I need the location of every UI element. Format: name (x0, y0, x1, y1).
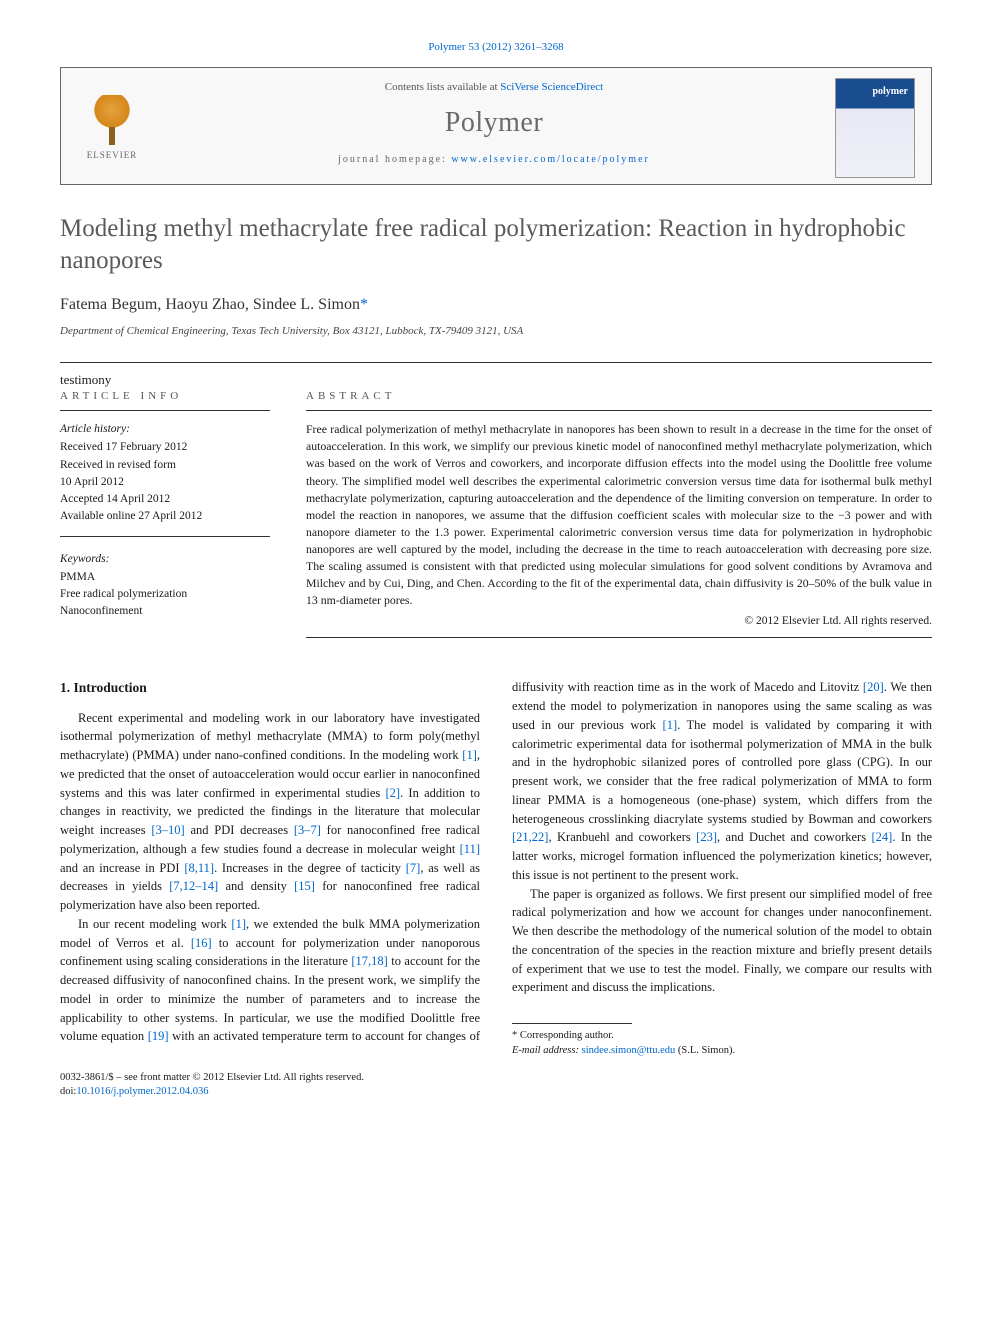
keyword-3: Nanoconfinement (60, 603, 270, 620)
p1a: Recent experimental and modeling work in… (60, 711, 480, 763)
ref-8-11[interactable]: [8,11] (184, 861, 214, 875)
journal-cover-thumb (835, 78, 915, 178)
ref-17-18[interactable]: [17,18] (351, 954, 387, 968)
ref-20[interactable]: [20] (863, 680, 884, 694)
sciencedirect-link[interactable]: SciVerse ScienceDirect (500, 81, 603, 93)
contents-line: Contents lists available at SciVerse Sci… (165, 80, 823, 95)
author-email-link[interactable]: sindee.simon@ttu.edu (582, 1045, 676, 1056)
article-info-column: ARTICLE INFO Article history: Received 1… (60, 389, 270, 649)
abstract-column: ABSTRACT Free radical polymerization of … (306, 389, 932, 649)
p2i: , Kranbuehl and coworkers (548, 830, 696, 844)
keyword-1: PMMA (60, 569, 270, 586)
intro-para-3: The paper is organized as follows. We fi… (512, 885, 932, 998)
contents-prefix: Contents lists available at (385, 81, 500, 93)
journal-name: Polymer (165, 103, 823, 142)
ref-23[interactable]: [23] (696, 830, 717, 844)
homepage-line: journal homepage: www.elsevier.com/locat… (165, 153, 823, 177)
keywords-label: Keywords: (60, 551, 270, 567)
ref-24[interactable]: [24] (872, 830, 893, 844)
p1d: and PDI decreases (185, 823, 294, 837)
abstract-divider-bottom (306, 637, 932, 638)
publisher-logo: ELSEVIER (77, 88, 147, 168)
p1i: and density (218, 879, 294, 893)
ref-7-12-14[interactable]: [7,12–14] (169, 879, 218, 893)
abstract-text: Free radical polymerization of methyl me… (306, 421, 932, 609)
issn-line: 0032-3861/$ – see front matter © 2012 El… (60, 1071, 932, 1086)
ref-7[interactable]: [7] (406, 861, 421, 875)
affiliation: Department of Chemical Engineering, Texa… (60, 324, 932, 339)
homepage-link[interactable]: www.elsevier.com/locate/polymer (451, 154, 650, 165)
intro-para-1: Recent experimental and modeling work in… (60, 709, 480, 915)
history-label: Article history: (60, 421, 270, 437)
body-columns: 1. Introduction Recent experimental and … (60, 678, 932, 1058)
header-center: Contents lists available at SciVerse Sci… (165, 80, 823, 177)
keyword-2: Free radical polymerization (60, 586, 270, 603)
p1g: . Increases in the degree of tacticity (214, 861, 406, 875)
journal-header: ELSEVIER Contents lists available at Sci… (60, 67, 932, 185)
email-suffix: (S.L. Simon). (675, 1045, 735, 1056)
copyright-line: © 2012 Elsevier Ltd. All rights reserved… (306, 613, 932, 629)
ref-1b[interactable]: [1] (231, 917, 246, 931)
info-divider (60, 410, 270, 411)
ref-16[interactable]: [16] (191, 936, 212, 950)
bottom-meta: 0032-3861/$ – see front matter © 2012 El… (60, 1071, 932, 1100)
ref-11[interactable]: [11] (460, 842, 480, 856)
received-date: Received 17 February 2012 (60, 439, 270, 456)
ref-1c[interactable]: [1] (663, 718, 678, 732)
abstract-divider (306, 410, 932, 411)
ref-2[interactable]: [2] (386, 786, 401, 800)
header-row: ELSEVIER Contents lists available at Sci… (61, 68, 931, 184)
doi-line: doi:10.1016/j.polymer.2012.04.036 (60, 1085, 932, 1100)
revised-line1: Received in revised form (60, 457, 270, 474)
page: Polymer 53 (2012) 3261–3268 ELSEVIER Con… (0, 0, 992, 1140)
ref-19[interactable]: [19] (148, 1029, 169, 1043)
doi-label: doi: (60, 1086, 76, 1097)
ref-1[interactable]: [1] (462, 748, 477, 762)
ref-3-10[interactable]: [3–10] (151, 823, 184, 837)
ref-15[interactable]: [15] (294, 879, 315, 893)
article-info-label: ARTICLE INFO (60, 389, 270, 404)
corresponding-mark: * (360, 296, 368, 313)
email-footnote: E-mail address: sindee.simon@ttu.edu (S.… (512, 1044, 932, 1059)
publisher-name: ELSEVIER (87, 149, 138, 162)
online-date: Available online 27 April 2012 (60, 508, 270, 525)
revised-line2: 10 April 2012 (60, 474, 270, 491)
citation-link[interactable]: Polymer 53 (2012) 3261–3268 (428, 41, 563, 53)
elsevier-tree-icon (87, 95, 137, 145)
homepage-prefix: journal homepage: (338, 154, 451, 165)
footnote-separator (512, 1023, 632, 1024)
p2h: . The model is validated by comparing it… (512, 718, 932, 826)
info-divider-2 (60, 536, 270, 537)
corresponding-footnote: * Corresponding author. (512, 1029, 932, 1044)
top-divider (60, 362, 932, 363)
p2a: In our recent modeling work (78, 917, 231, 931)
ref-3-7[interactable]: [3–7] (294, 823, 321, 837)
p1f: and an increase in PDI (60, 861, 184, 875)
authors-line: Fatema Begum, Haoyu Zhao, Sindee L. Simo… (60, 294, 932, 316)
info-abstract-row: ARTICLE INFO Article history: Received 1… (60, 389, 932, 649)
ref-21-22[interactable]: [21,22] (512, 830, 548, 844)
abstract-label: ABSTRACT (306, 389, 932, 404)
accepted-date: Accepted 14 April 2012 (60, 491, 270, 508)
section-heading-intro: 1. Introduction (60, 678, 480, 698)
email-label: E-mail address: (512, 1045, 582, 1056)
article-title: Modeling methyl methacrylate free radica… (60, 213, 932, 276)
citation-line: Polymer 53 (2012) 3261–3268 (60, 40, 932, 55)
doi-link[interactable]: 10.1016/j.polymer.2012.04.036 (76, 1086, 208, 1097)
p2j: , and Duchet and coworkers (717, 830, 872, 844)
authors-text: Fatema Begum, Haoyu Zhao, Sindee L. Simo… (60, 296, 360, 313)
